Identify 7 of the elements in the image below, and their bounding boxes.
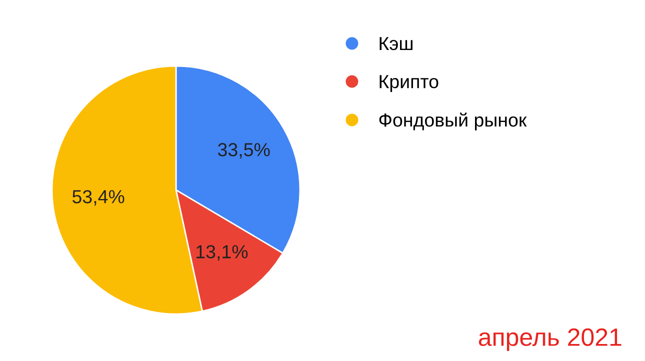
data-label: 33,5% xyxy=(218,143,270,159)
text: апрель 2021 xyxy=(478,328,622,351)
legend-label: Крипто xyxy=(380,75,438,92)
legend-label: Фондовый рынок xyxy=(379,112,527,130)
data-label: 13,1% xyxy=(196,245,248,261)
data-label: 53,4% xyxy=(72,190,124,206)
legend-label: Кэш xyxy=(380,37,412,50)
